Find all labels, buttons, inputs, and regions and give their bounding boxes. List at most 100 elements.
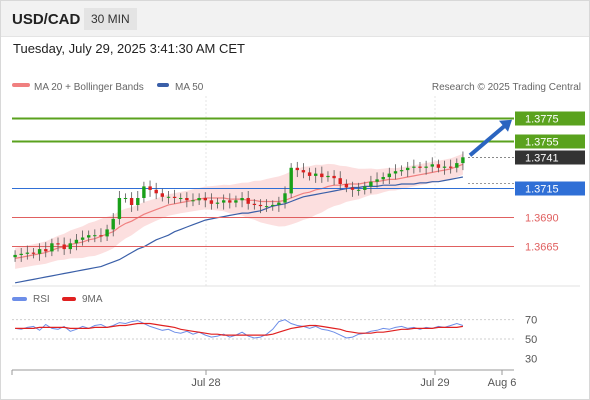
price-levels: 1.3775 1.3755 1.3741 1.3715 1.3690 1.3665 — [12, 111, 585, 254]
candle-up — [123, 198, 128, 199]
candle-up — [142, 186, 146, 198]
candle-down — [418, 166, 422, 168]
candle-up — [277, 202, 281, 205]
candle-up — [215, 202, 220, 204]
forecast-arrow-head — [499, 119, 512, 132]
candle-down — [350, 187, 355, 190]
candle-up — [19, 253, 23, 255]
bollinger-band-area — [15, 153, 463, 269]
rsi-tick-1: 50 — [525, 334, 537, 346]
candle-down — [129, 198, 134, 205]
candle-down — [344, 184, 349, 188]
last-price-label: 1.3741 — [525, 153, 559, 165]
chart-datetime: Tuesday, July 29, 2025 3:41:30 AM CET — [13, 41, 245, 56]
candle-up — [74, 239, 79, 244]
candle-up — [406, 167, 410, 171]
timeframe-badge[interactable]: 30 MIN — [84, 8, 137, 30]
candle-up — [111, 218, 115, 230]
rsi-tick-0: 70 — [525, 315, 537, 327]
candle-up — [412, 166, 416, 168]
resistance-tag-0 — [515, 111, 585, 126]
candlesticks — [13, 151, 465, 262]
bollinger-bands — [15, 153, 463, 269]
candle-up — [93, 235, 97, 237]
candle-up — [80, 237, 85, 240]
candle-down — [332, 175, 336, 179]
candle-up — [234, 200, 238, 203]
ma50-line — [14, 176, 464, 284]
candle-up — [264, 206, 269, 208]
candle-down — [99, 235, 103, 237]
ma20-legend-label: MA 20 + Bollinger Bands — [34, 82, 144, 93]
candle-up — [136, 198, 140, 205]
candle-down — [56, 243, 60, 245]
grid-lines — [12, 96, 580, 287]
candle-up — [356, 189, 361, 191]
candle-up — [399, 170, 404, 172]
candle-up — [50, 243, 54, 252]
candle-down — [228, 200, 232, 203]
candle-down — [252, 203, 257, 205]
resistance-label-0: 1.3775 — [525, 114, 559, 126]
candle-down — [258, 204, 263, 207]
candle-down — [185, 198, 189, 201]
candle-up — [430, 164, 434, 167]
candle-up — [13, 254, 17, 258]
candle-up — [326, 175, 330, 178]
candle-up — [289, 167, 293, 194]
candle-down — [301, 170, 306, 173]
symbol-title: USD/CAD — [12, 11, 81, 28]
forecast-arrow-shaft — [468, 123, 508, 157]
candle-down — [160, 193, 164, 197]
candle-up — [442, 166, 447, 168]
candle-up — [37, 249, 42, 254]
candle-up — [314, 173, 318, 176]
candle-down — [44, 249, 48, 252]
candle-up — [117, 198, 122, 219]
candle-down — [338, 178, 342, 184]
x-tick-label-0: Jul 28 — [191, 377, 220, 389]
last-price-tag — [515, 150, 585, 165]
candle-up — [191, 200, 195, 202]
candle-up — [455, 163, 459, 168]
candle-up — [240, 198, 244, 201]
rsi-tick-2: 30 — [525, 353, 537, 365]
candle-up — [271, 204, 275, 207]
candle-up — [197, 198, 201, 201]
candle-up — [222, 200, 226, 203]
candle-down — [209, 200, 214, 204]
rsi-legend-label: RSI — [33, 294, 50, 305]
resistance-tag-1 — [515, 134, 585, 149]
candle-down — [246, 198, 250, 204]
chart-header: USD/CAD 30 MIN — [1, 1, 589, 37]
credit-label: Research © 2025 Trading Central — [432, 82, 581, 93]
candle-down — [320, 173, 324, 178]
support-label-5: 1.3665 — [525, 242, 559, 254]
candle-up — [87, 235, 91, 238]
candle-up — [363, 186, 367, 190]
candle-down — [62, 244, 66, 250]
candle-up — [424, 166, 428, 168]
ma20-legend-swatch — [12, 83, 30, 87]
candle-up — [166, 196, 171, 198]
candle-down — [307, 172, 312, 176]
candle-down — [172, 196, 177, 198]
x-axis: Jul 28 Jul 29 Aug 6 — [11, 369, 516, 389]
candle-down — [154, 189, 158, 194]
pivot-tag-3 — [515, 181, 585, 196]
candle-up — [179, 198, 183, 199]
candle-up — [283, 193, 287, 203]
candle-up — [369, 181, 373, 187]
resistance-label-1: 1.3755 — [525, 137, 559, 149]
candle-down — [148, 186, 152, 190]
forecast-arrow — [468, 119, 512, 157]
ma20-line — [14, 163, 464, 259]
candle-up — [393, 171, 398, 174]
candle-up — [105, 229, 109, 237]
x-tick-label-1: Jul 29 — [420, 377, 449, 389]
rsi-ma-legend-swatch — [62, 297, 76, 301]
rsi-panel: RSI 9MA 70 50 30 — [12, 294, 537, 365]
candle-down — [203, 198, 207, 201]
ma50-legend-label: MA 50 — [175, 82, 204, 93]
